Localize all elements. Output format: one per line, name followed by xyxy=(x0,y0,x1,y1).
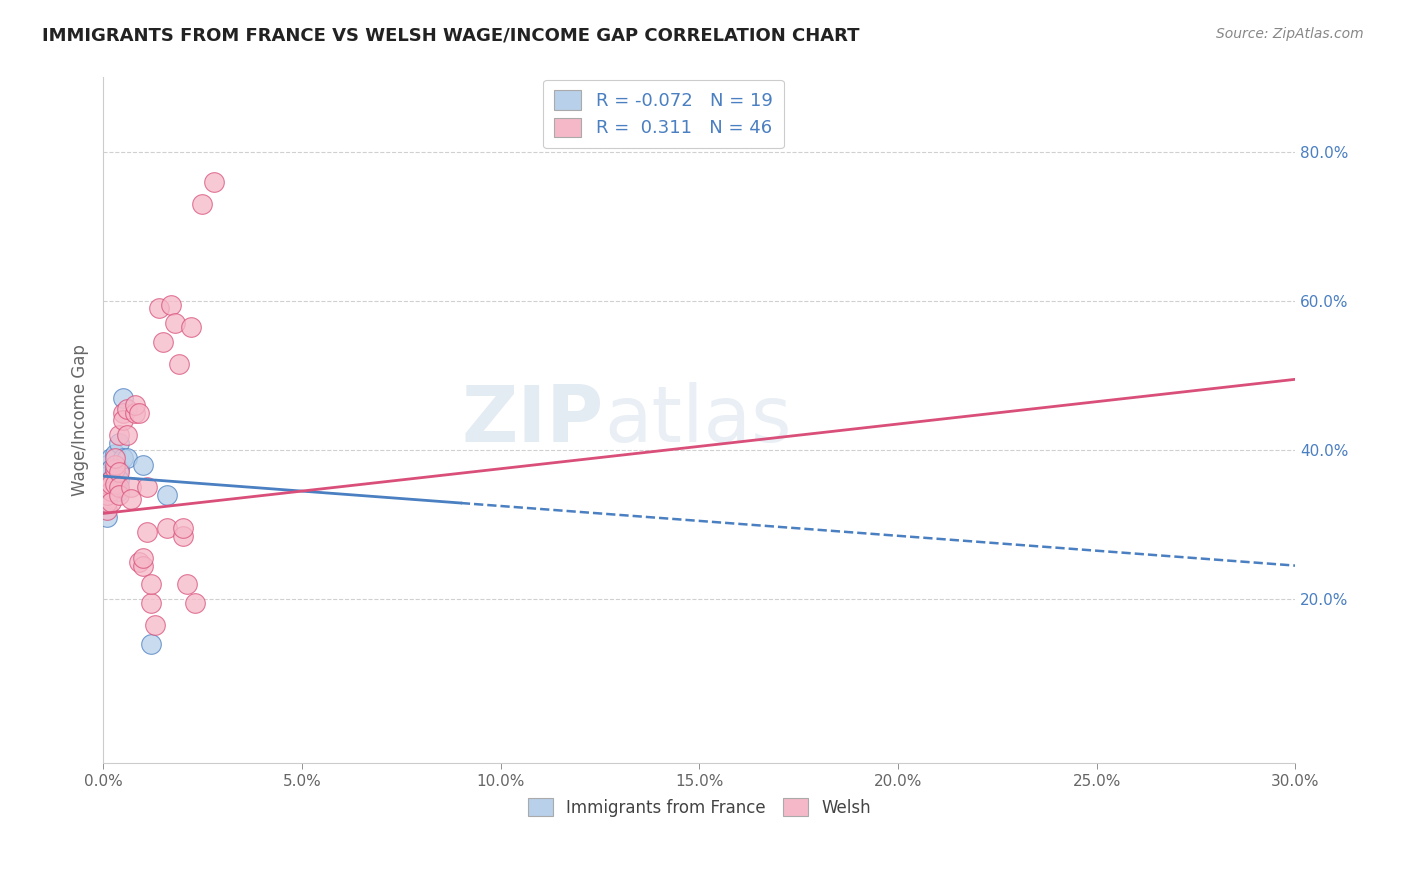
Point xyxy=(100,495,122,509)
Point xyxy=(172,529,194,543)
Point xyxy=(120,491,142,506)
Point xyxy=(111,406,134,420)
Point xyxy=(108,480,131,494)
Point xyxy=(132,458,155,472)
Text: Source: ZipAtlas.com: Source: ZipAtlas.com xyxy=(1216,27,1364,41)
Point xyxy=(124,398,146,412)
Point xyxy=(100,473,122,487)
Point xyxy=(132,558,155,573)
Point xyxy=(167,358,190,372)
Point xyxy=(202,175,225,189)
Point xyxy=(96,476,118,491)
Point xyxy=(108,466,131,480)
Point xyxy=(128,406,150,420)
Point xyxy=(104,450,127,465)
Legend: Immigrants from France, Welsh: Immigrants from France, Welsh xyxy=(522,791,877,823)
Point xyxy=(96,488,118,502)
Point xyxy=(124,406,146,420)
Point xyxy=(100,476,122,491)
Point xyxy=(108,488,131,502)
Point xyxy=(100,450,122,465)
Point xyxy=(176,577,198,591)
Point xyxy=(180,320,202,334)
Point xyxy=(143,618,166,632)
Point xyxy=(139,637,162,651)
Point xyxy=(152,334,174,349)
Point xyxy=(191,197,214,211)
Point xyxy=(108,461,131,475)
Point xyxy=(135,480,157,494)
Point xyxy=(108,473,131,487)
Point xyxy=(135,525,157,540)
Point xyxy=(96,502,118,516)
Point xyxy=(163,317,186,331)
Point xyxy=(96,458,118,472)
Text: atlas: atlas xyxy=(605,383,792,458)
Point xyxy=(172,521,194,535)
Point xyxy=(111,413,134,427)
Point xyxy=(120,480,142,494)
Point xyxy=(100,461,122,475)
Point xyxy=(100,473,122,487)
Point xyxy=(183,596,205,610)
Point xyxy=(108,435,131,450)
Point xyxy=(96,469,118,483)
Point xyxy=(139,577,162,591)
Text: ZIP: ZIP xyxy=(461,383,605,458)
Point xyxy=(104,461,127,475)
Point xyxy=(104,476,127,491)
Point xyxy=(104,466,127,480)
Text: IMMIGRANTS FROM FRANCE VS WELSH WAGE/INCOME GAP CORRELATION CHART: IMMIGRANTS FROM FRANCE VS WELSH WAGE/INC… xyxy=(42,27,859,45)
Point xyxy=(132,551,155,566)
Point xyxy=(104,476,127,491)
Point xyxy=(115,450,138,465)
Point xyxy=(96,510,118,524)
Y-axis label: Wage/Income Gap: Wage/Income Gap xyxy=(72,344,89,496)
Point xyxy=(104,447,127,461)
Point xyxy=(108,428,131,442)
Point xyxy=(104,458,127,472)
Point xyxy=(139,596,162,610)
Point xyxy=(156,521,179,535)
Point xyxy=(111,450,134,465)
Point xyxy=(108,484,131,499)
Point xyxy=(159,298,181,312)
Point xyxy=(156,488,179,502)
Point xyxy=(115,428,138,442)
Point xyxy=(148,301,170,316)
Point xyxy=(111,391,134,405)
Point xyxy=(100,484,122,499)
Point xyxy=(115,402,138,417)
Point xyxy=(96,495,118,509)
Point xyxy=(128,555,150,569)
